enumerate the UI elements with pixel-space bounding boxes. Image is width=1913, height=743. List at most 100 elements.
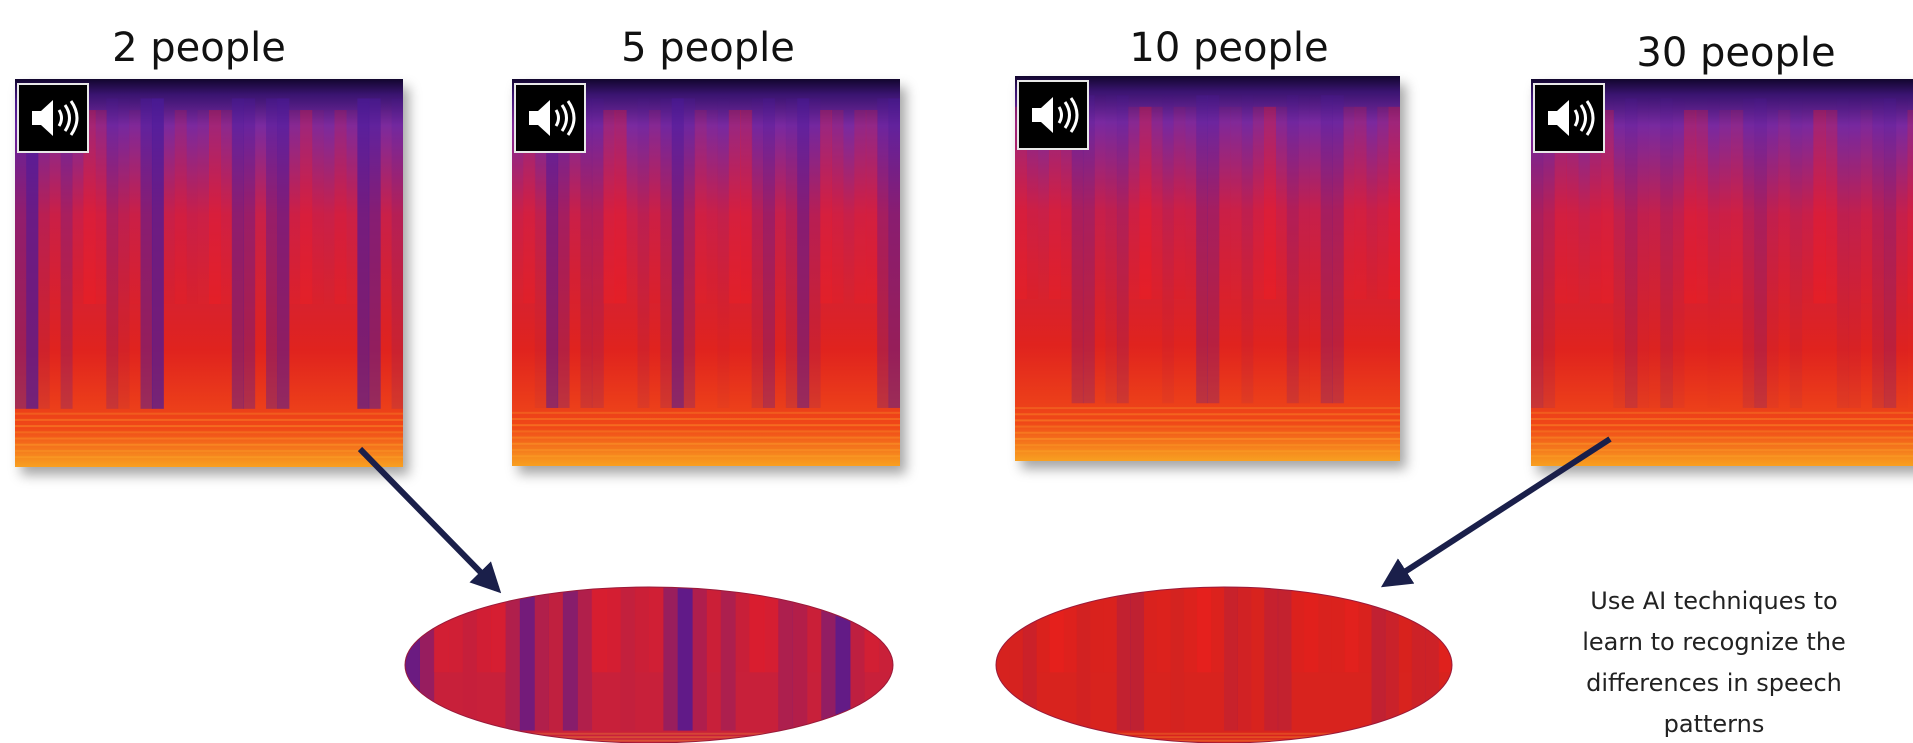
- texture: [1825, 110, 1837, 304]
- spectrogram-panel: 10 people: [1015, 25, 1401, 461]
- texture: [807, 564, 822, 672]
- texture: [1318, 564, 1332, 672]
- texture: [1128, 107, 1140, 299]
- texture: [1015, 432, 1400, 434]
- texture: [512, 412, 900, 414]
- zoom-oval: [405, 558, 894, 743]
- texture: [764, 564, 779, 672]
- texture: [729, 110, 741, 304]
- texture: [1389, 107, 1401, 299]
- note-line: patterns: [1664, 710, 1765, 738]
- texture: [1802, 110, 1814, 304]
- zoom-ovals: [405, 558, 1453, 743]
- texture: [1377, 107, 1389, 299]
- texture: [735, 564, 750, 672]
- panel-title: 2 people: [112, 25, 286, 71]
- texture: [649, 110, 661, 304]
- texture: [1063, 564, 1077, 672]
- texture: [1090, 564, 1104, 672]
- audio-button[interactable]: [515, 84, 585, 152]
- texture: [1253, 107, 1265, 299]
- texture: [289, 110, 301, 304]
- texture: [15, 431, 403, 433]
- texture: [335, 110, 347, 304]
- spectrograms: 2 people 5 people 10 people 30 people: [15, 25, 1913, 467]
- texture: [1015, 413, 1400, 415]
- texture: [1151, 107, 1163, 299]
- note-line: Use AI techniques to: [1590, 587, 1838, 615]
- texture: [209, 110, 221, 304]
- arrow: [1386, 439, 1610, 584]
- texture: [1157, 564, 1171, 672]
- texture: [1144, 564, 1158, 672]
- texture: [1275, 107, 1287, 299]
- spectrogram-panel: 5 people: [512, 25, 901, 466]
- texture: [635, 564, 650, 672]
- texture: [1015, 426, 1400, 428]
- texture: [866, 110, 878, 304]
- texture: [512, 430, 900, 432]
- texture: [1036, 564, 1050, 672]
- page: 2 people 5 people 10 people 30 people Use A…: [0, 0, 1913, 743]
- texture: [606, 564, 621, 672]
- texture: [1015, 450, 1400, 452]
- texture: [1264, 107, 1276, 299]
- texture: [1531, 424, 1913, 426]
- texture: [15, 413, 403, 415]
- texture: [198, 110, 210, 304]
- texture: [749, 564, 764, 672]
- texture: [1531, 430, 1913, 432]
- texture: [300, 110, 312, 304]
- texture: [996, 736, 1452, 738]
- texture: [706, 110, 718, 304]
- texture: [434, 564, 449, 672]
- texture: [186, 110, 198, 304]
- texture: [1684, 110, 1696, 304]
- panel-title: 10 people: [1129, 25, 1328, 71]
- texture: [832, 110, 844, 304]
- texture: [1531, 443, 1913, 445]
- texture: [820, 110, 832, 304]
- texture: [695, 110, 707, 304]
- texture: [1304, 564, 1318, 672]
- texture: [15, 444, 403, 446]
- texture: [1366, 107, 1378, 299]
- texture: [1345, 564, 1359, 672]
- texture: [615, 110, 627, 304]
- texture: [405, 733, 893, 735]
- texture: [312, 110, 324, 304]
- texture: [512, 449, 900, 451]
- audio-button[interactable]: [1534, 84, 1604, 152]
- texture: [1015, 419, 1400, 421]
- texture: [512, 437, 900, 439]
- texture: [1185, 107, 1197, 299]
- texture: [1291, 564, 1305, 672]
- texture: [854, 110, 866, 304]
- texture: [1531, 418, 1913, 420]
- texture: [15, 419, 403, 421]
- texture: [323, 110, 335, 304]
- texture: [1050, 564, 1064, 672]
- panel-title: 30 people: [1636, 30, 1835, 76]
- texture: [15, 456, 403, 458]
- panel-title: 5 people: [621, 25, 795, 71]
- texture: [1778, 110, 1790, 304]
- note-line: differences in speech: [1586, 669, 1842, 697]
- texture: [1719, 110, 1731, 304]
- texture: [1219, 107, 1231, 299]
- texture: [175, 110, 187, 304]
- texture: [1731, 110, 1743, 304]
- texture: [864, 564, 879, 672]
- texture: [346, 110, 358, 304]
- audio-button[interactable]: [18, 84, 88, 152]
- texture: [1355, 107, 1367, 299]
- texture: [592, 564, 607, 672]
- texture: [1174, 107, 1186, 299]
- texture: [1015, 438, 1400, 440]
- texture: [706, 564, 721, 672]
- texture: [1184, 564, 1198, 672]
- texture: [512, 455, 900, 457]
- texture: [1015, 407, 1400, 409]
- texture: [512, 418, 900, 420]
- audio-button[interactable]: [1018, 81, 1088, 149]
